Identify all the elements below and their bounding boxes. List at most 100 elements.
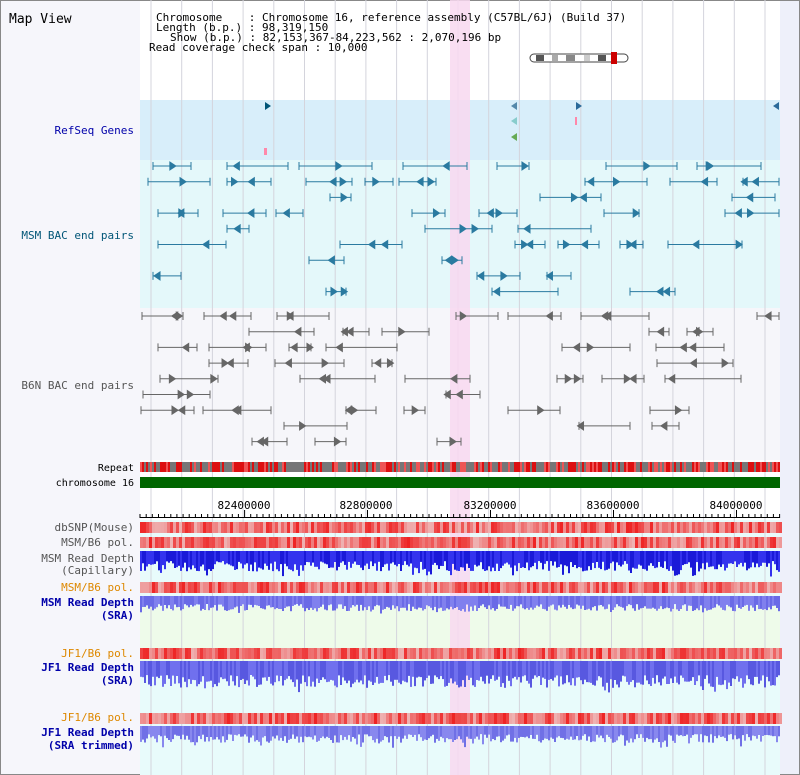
selection-highlight[interactable] — [450, 0, 470, 775]
msm-b6-pol-heat-strip-2[interactable] — [140, 582, 782, 593]
heat-cell — [749, 537, 752, 548]
depth-bar — [776, 596, 778, 608]
depth-bar — [694, 726, 696, 735]
track-label-msm-bac[interactable]: MSM BAC end pairs — [21, 229, 134, 242]
heat-cell — [722, 713, 725, 724]
heat-cell — [143, 648, 146, 659]
heat-cell — [677, 713, 680, 724]
depth-bar — [378, 596, 380, 606]
dbsnp-heat-strip[interactable] — [140, 522, 782, 533]
depth-bar — [642, 726, 644, 738]
depth-bar — [450, 596, 452, 607]
track-label-jf1-depth-sra[interactable]: JF1 Read Depth — [41, 661, 134, 674]
msm-bac-pair-marker — [523, 223, 531, 234]
track-label-refseq[interactable]: RefSeq Genes — [55, 124, 134, 137]
jf1-b6-pol-heat-strip[interactable] — [140, 648, 782, 659]
track-label-b6n-bac[interactable]: B6N BAC end pairs — [21, 379, 134, 392]
depth-bar — [720, 551, 722, 567]
depth-bar — [234, 596, 236, 608]
heat-cell — [365, 522, 368, 533]
depth-bar — [488, 661, 490, 684]
heat-cell — [392, 522, 395, 533]
heat-cell — [287, 582, 290, 593]
track-label-jf1-depth-trimmed-sub[interactable]: (SRA trimmed) — [48, 739, 134, 752]
heat-cell — [464, 713, 467, 724]
heat-cell — [272, 713, 275, 724]
heat-cell — [581, 713, 584, 724]
depth-bar — [534, 661, 536, 676]
heat-cell — [593, 582, 596, 593]
track-label-jf1-b6-pol[interactable]: JF1/B6 pol. — [61, 647, 134, 660]
jf1-b6-pol-heat-strip-2[interactable] — [140, 713, 782, 724]
depth-bar — [650, 551, 652, 564]
depth-bar — [314, 726, 316, 736]
repeat-segment — [562, 462, 564, 472]
track-label-jf1-depth-sra-sub[interactable]: (SRA) — [101, 674, 134, 687]
depth-bar — [656, 661, 658, 676]
repeat-segment — [556, 462, 558, 472]
depth-bar — [298, 551, 300, 576]
track-label-chromosome[interactable]: chromosome 16 — [56, 478, 134, 489]
depth-bar — [410, 661, 412, 687]
depth-bar — [590, 661, 592, 683]
track-label-jf1-b6-pol-2[interactable]: JF1/B6 pol. — [61, 711, 134, 724]
depth-bar — [388, 551, 390, 571]
heat-cell — [305, 537, 308, 548]
depth-bar — [452, 726, 454, 742]
jf1-read-depth-trimmed[interactable] — [140, 726, 780, 748]
depth-bar — [358, 726, 360, 735]
heat-cell — [215, 648, 218, 659]
track-label-dbsnp[interactable]: dbSNP(Mouse) — [55, 521, 134, 534]
track-label-msm-depth-sra[interactable]: MSM Read Depth — [41, 596, 134, 609]
refseq-gene-track[interactable] — [264, 102, 779, 155]
heat-cell — [758, 582, 761, 593]
track-label-jf1-depth-trimmed[interactable]: JF1 Read Depth — [41, 726, 134, 739]
track-label-msm-b6-pol[interactable]: MSM/B6 pol. — [61, 536, 134, 549]
depth-bar — [710, 596, 712, 610]
msm-b6-pol-heat-strip[interactable] — [140, 537, 782, 548]
heat-cell — [686, 713, 689, 724]
heat-cell — [248, 713, 251, 724]
heat-cell — [458, 537, 461, 548]
heat-cell — [140, 713, 143, 724]
depth-bar — [598, 596, 600, 606]
depth-bar — [624, 726, 626, 746]
heat-cell — [527, 648, 530, 659]
heat-cell — [329, 582, 332, 593]
depth-bar — [686, 551, 688, 564]
depth-bar — [638, 661, 640, 683]
msm-bac-end-pairs[interactable] — [147, 161, 780, 297]
depth-bar — [280, 551, 282, 565]
msm-bac-pair-marker — [444, 255, 453, 266]
heat-cell — [236, 713, 239, 724]
b6n-bac-pair-marker — [667, 373, 676, 384]
depth-bar — [540, 726, 542, 743]
msm-read-depth-sra[interactable] — [140, 596, 780, 614]
depth-bar — [594, 661, 596, 686]
depth-bar — [294, 726, 296, 739]
depth-bar — [466, 726, 468, 737]
chromosome-ideogram[interactable] — [529, 52, 629, 64]
repeat-track[interactable] — [140, 462, 780, 472]
heat-cell — [626, 648, 629, 659]
depth-bar — [452, 551, 454, 564]
depth-bar — [218, 551, 220, 563]
track-label-msm-depth-capillary-sub[interactable]: (Capillary) — [61, 564, 134, 577]
heat-cell — [359, 537, 362, 548]
chromosome-bar[interactable] — [140, 477, 780, 488]
track-label-msm-b6-pol-2[interactable]: MSM/B6 pol. — [61, 581, 134, 594]
depth-bar — [666, 596, 668, 608]
track-label-msm-depth-sra-sub[interactable]: (SRA) — [101, 609, 134, 622]
heat-cell — [443, 582, 446, 593]
msm-read-depth-capillary[interactable] — [140, 551, 780, 577]
b6n-bac-end-pairs[interactable] — [140, 311, 780, 447]
heat-cell — [176, 522, 179, 533]
track-label-msm-depth-capillary[interactable]: MSM Read Depth — [41, 552, 134, 565]
heat-cell — [776, 537, 779, 548]
heat-cell — [191, 537, 194, 548]
jf1-read-depth-sra[interactable] — [140, 661, 780, 693]
depth-bar — [640, 596, 642, 609]
depth-bar — [604, 596, 606, 610]
track-label-repeat[interactable]: Repeat — [98, 463, 134, 474]
